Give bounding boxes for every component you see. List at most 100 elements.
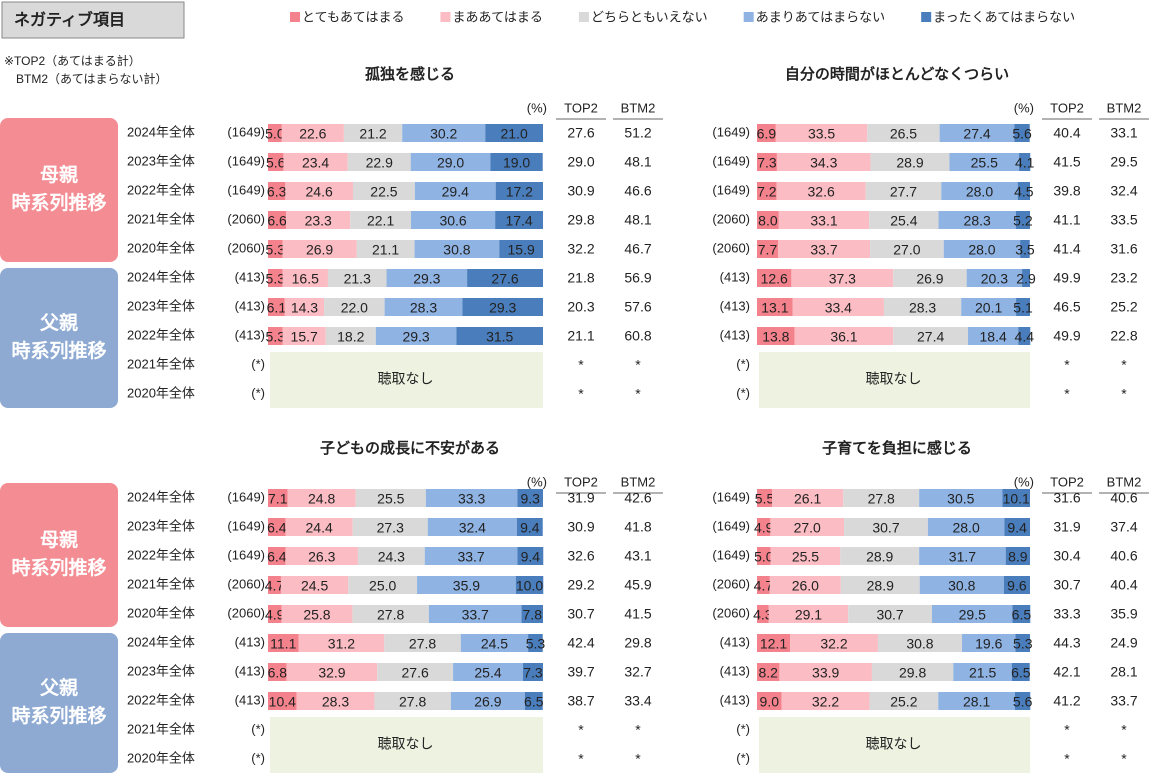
value-label: 9.3 xyxy=(520,491,540,507)
group-box xyxy=(0,118,118,262)
top2-value: 32.2 xyxy=(567,241,594,257)
top2-value: 21.8 xyxy=(567,270,594,286)
sample-size: (1649) xyxy=(712,182,750,197)
btm2-value: 46.6 xyxy=(624,183,651,199)
top2-value: 31.9 xyxy=(567,490,594,506)
column-header: BTM2 xyxy=(1107,100,1142,115)
value-label: 4.1 xyxy=(1015,155,1035,171)
bar-segment xyxy=(490,153,543,171)
value-label: 32.2 xyxy=(812,694,839,710)
top2-value: * xyxy=(1064,357,1070,373)
value-label: 5.1 xyxy=(1013,300,1033,316)
chart-title: 子育てを負担に感じる xyxy=(822,439,972,457)
top2-value: 32.6 xyxy=(567,548,594,564)
sample-size: (413) xyxy=(235,327,265,342)
bar-segment xyxy=(840,547,920,565)
bar-segment xyxy=(1012,605,1031,623)
bar-segment xyxy=(425,489,518,507)
btm2-value: * xyxy=(1121,357,1127,373)
value-label: 20.3 xyxy=(981,271,1008,287)
chart-title: 自分の時間がほとんどなくつらい xyxy=(785,65,1009,83)
value-label: 22.6 xyxy=(299,126,326,142)
bar-segment xyxy=(410,153,491,171)
value-label: 11.1 xyxy=(270,636,296,652)
bar-segment xyxy=(517,547,544,565)
sample-size: (2060) xyxy=(227,605,265,620)
bar-segment xyxy=(384,298,463,316)
sample-size: (*) xyxy=(736,356,750,371)
row-label: 2021年全体 xyxy=(127,356,195,371)
value-label: 31.7 xyxy=(949,549,976,565)
bar-segment xyxy=(1018,327,1031,345)
value-label: 31.2 xyxy=(328,636,355,652)
value-label: 25.5 xyxy=(971,155,998,171)
bar-segment xyxy=(870,240,944,258)
value-label: 33.5 xyxy=(808,126,835,142)
bar-segment xyxy=(919,489,1003,507)
sample-size: (1649) xyxy=(712,518,750,533)
value-label: 32.6 xyxy=(808,184,835,200)
value-label: 27.8 xyxy=(399,694,426,710)
top2-value: * xyxy=(1064,386,1070,402)
top2-value: 31.9 xyxy=(1053,519,1080,535)
value-label: 18.4 xyxy=(980,329,1007,345)
value-label: 29.3 xyxy=(413,271,440,287)
sample-size: (2060) xyxy=(227,576,265,591)
group-label: 母親 xyxy=(40,528,78,551)
value-label: 26.9 xyxy=(474,694,501,710)
bar-segment xyxy=(495,182,543,200)
value-label: 33.3 xyxy=(458,491,485,507)
value-label: 4.3 xyxy=(753,607,773,623)
group-sub: 時系列推移 xyxy=(11,339,106,362)
bar-segment xyxy=(268,124,282,142)
value-label: 5.5 xyxy=(755,491,775,507)
btm2-value: 33.1 xyxy=(1110,125,1137,141)
value-label: 33.4 xyxy=(825,300,852,316)
bar-segment xyxy=(268,211,287,229)
top2-value: 30.9 xyxy=(567,519,594,535)
bar-segment xyxy=(268,182,286,200)
row-label: 2024年全体 xyxy=(127,634,195,649)
bar-segment xyxy=(1003,576,1030,594)
top2-value: 30.7 xyxy=(1053,577,1080,593)
top2-value: 29.8 xyxy=(567,212,594,228)
bar-segment xyxy=(757,182,777,200)
bar-segment xyxy=(961,298,1017,316)
sample-size: (413) xyxy=(235,663,265,678)
value-label: 27.6 xyxy=(491,271,518,287)
bar-segment xyxy=(869,211,939,229)
value-label: 7.3 xyxy=(523,665,543,681)
value-label: 35.9 xyxy=(453,578,480,594)
bar-segment xyxy=(1005,547,1030,565)
bar-segment xyxy=(776,153,871,171)
btm2-value: 32.7 xyxy=(624,664,651,680)
value-label: 37.3 xyxy=(829,271,856,287)
group-label: 父親 xyxy=(39,676,78,699)
bar-segment xyxy=(757,692,782,710)
bar-segment xyxy=(778,211,870,229)
bar-segment xyxy=(283,153,348,171)
bar-segment xyxy=(757,634,791,652)
bar-segment xyxy=(427,518,517,536)
value-label: 9.4 xyxy=(521,549,541,565)
sample-size: (*) xyxy=(251,385,265,400)
bar-segment xyxy=(350,211,411,229)
legend-swatch xyxy=(578,12,589,22)
value-label: 28.3 xyxy=(909,300,936,316)
value-label: 29.3 xyxy=(402,329,429,345)
value-label: 28.0 xyxy=(966,184,993,200)
btm2-value: 31.6 xyxy=(1110,241,1137,257)
sample-size: (413) xyxy=(235,634,265,649)
btm2-value: 57.6 xyxy=(624,299,651,315)
value-label: 8.0 xyxy=(758,213,778,229)
column-header: BTM2 xyxy=(621,100,656,115)
value-label: 28.0 xyxy=(968,242,995,258)
legend-label: あまりあてはまらない xyxy=(756,9,885,24)
btm2-value: 46.7 xyxy=(624,241,651,257)
bar-segment xyxy=(877,634,963,652)
top2-value: 40.4 xyxy=(1053,125,1080,141)
sample-size: (*) xyxy=(251,750,265,765)
no-data-label: 聴取なし xyxy=(378,736,434,752)
chart-title: 孤独を感じる xyxy=(365,65,455,83)
value-label: 28.9 xyxy=(866,549,893,565)
